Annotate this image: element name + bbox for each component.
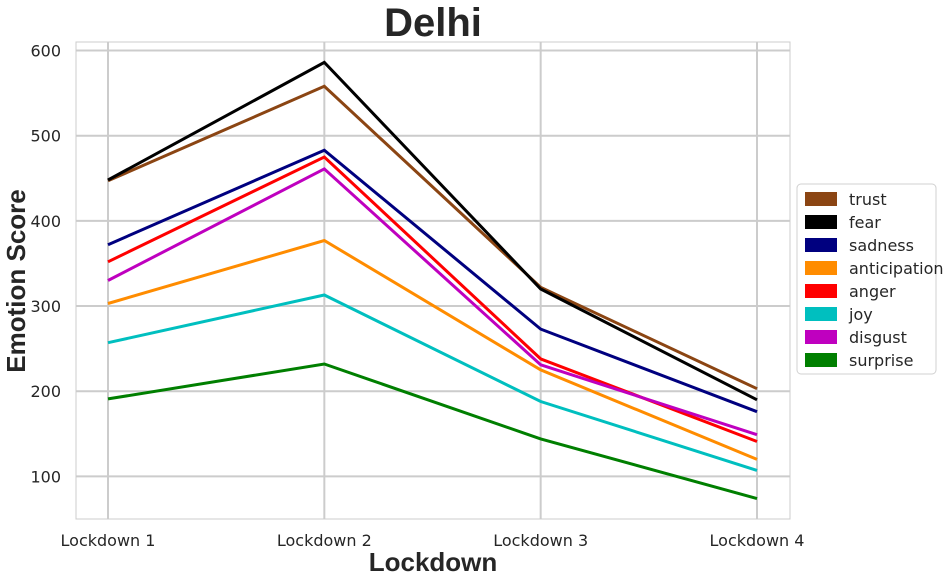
legend-label-trust: trust [849, 190, 887, 209]
chart-title: Delhi [384, 1, 482, 45]
grid [76, 42, 790, 519]
legend-label-fear: fear [849, 213, 881, 232]
x-tick-label: Lockdown 4 [710, 531, 805, 550]
x-tick-labels: Lockdown 1 Lockdown 2 Lockdown 3 Lockdown 4 [61, 531, 805, 550]
legend-swatch-sadness [805, 238, 837, 252]
legend-swatch-fear [805, 215, 837, 229]
x-tick-label: Lockdown 3 [493, 531, 588, 550]
series-line-joy [107, 293, 758, 472]
x-tick-label: Lockdown 2 [277, 531, 372, 550]
legend-swatch-joy [805, 307, 837, 321]
x-tick-label: Lockdown 1 [61, 531, 156, 550]
plot-area [75, 41, 791, 520]
legend-frame [796, 183, 937, 375]
y-axis-label: Emotion Score [1, 189, 31, 372]
series-line-sadness [107, 148, 758, 414]
series-lines [107, 60, 758, 501]
legend-label-joy: joy [848, 305, 873, 324]
y-tick-labels: 100 200 300 400 500 600 [30, 42, 61, 487]
legend-swatch-anticipation [805, 261, 837, 275]
legend-label-anticipation: anticipation [849, 259, 943, 278]
series-line-anger [107, 155, 758, 443]
series-line-fear [107, 60, 758, 402]
y-tick-label: 500 [30, 127, 61, 146]
legend-items: trust fear sadness anticipation anger joy disg… [805, 190, 943, 370]
legend-swatch-disgust [805, 330, 837, 344]
legend-label-disgust: disgust [849, 328, 907, 347]
y-tick-label: 100 [30, 467, 61, 486]
legend-label-surprise: surprise [849, 351, 913, 370]
legend-swatch-surprise [805, 353, 837, 367]
legend: trust fear sadness anticipation anger joy disg… [796, 183, 943, 375]
y-tick-label: 200 [30, 382, 61, 401]
legend-swatch-trust [805, 192, 837, 206]
legend-swatch-anger [805, 284, 837, 298]
y-tick-label: 300 [30, 297, 61, 316]
y-tick-label: 400 [30, 212, 61, 231]
series-line-disgust [107, 167, 758, 437]
series-line-anticipation [107, 238, 758, 461]
x-axis-label: Lockdown [369, 547, 498, 577]
legend-label-sadness: sadness [849, 236, 914, 255]
y-tick-label: 600 [30, 42, 61, 61]
series-line-trust [107, 84, 758, 391]
series-line-surprise [107, 362, 758, 501]
legend-label-anger: anger [849, 282, 896, 301]
